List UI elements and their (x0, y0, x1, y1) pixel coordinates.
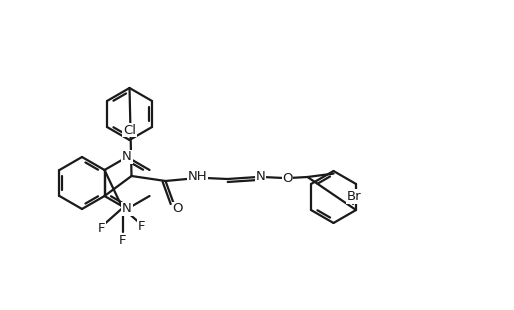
Text: N: N (122, 202, 132, 215)
Text: N: N (255, 170, 265, 183)
Text: F: F (119, 233, 126, 246)
Text: N: N (122, 150, 132, 163)
Text: Cl: Cl (123, 123, 136, 136)
Text: NH: NH (188, 170, 207, 184)
Text: Br: Br (347, 190, 361, 203)
Text: O: O (282, 171, 293, 184)
Text: F: F (138, 219, 145, 232)
Text: O: O (172, 202, 183, 215)
Text: F: F (98, 222, 105, 234)
